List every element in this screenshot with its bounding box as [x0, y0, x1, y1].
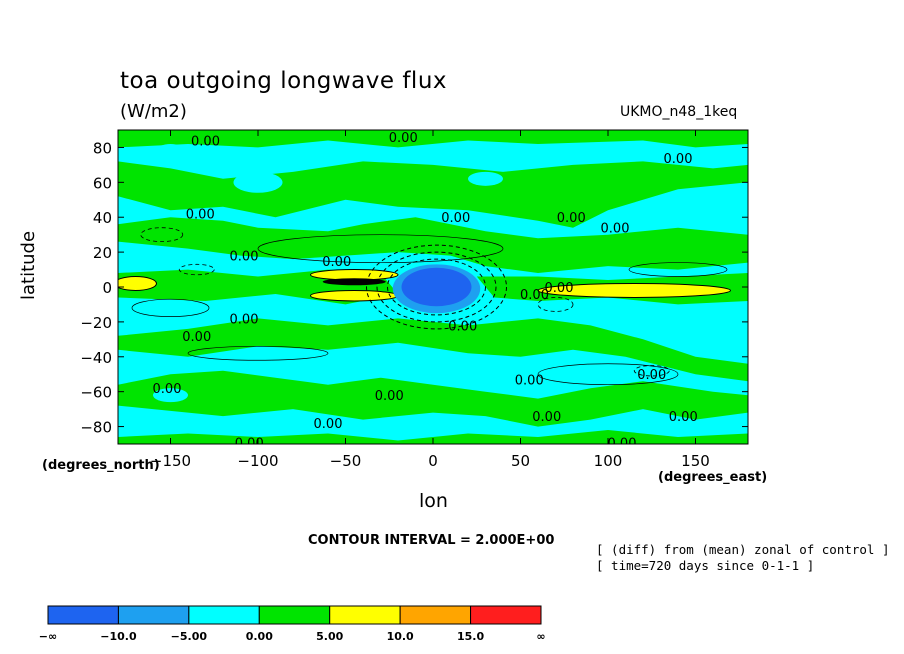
colorbar-label: 0.00	[246, 630, 273, 643]
contour-label: 0.00	[375, 389, 404, 404]
contour-label: 0.00	[557, 211, 586, 226]
high-band	[310, 289, 399, 302]
field-group: 0.00 0.00 0.00 0.00 0.00 0.00 0.00 0.00 0.00 0.00…	[118, 130, 748, 451]
x-tick-label: 100	[594, 452, 623, 470]
x-tick-label: −50	[330, 452, 362, 470]
y-axis-label: latitude	[18, 230, 39, 300]
colorbar-label: −10.0	[100, 630, 137, 643]
colorbar-label: 15.0	[457, 630, 484, 643]
contour-label: 0.00	[191, 134, 220, 149]
low-anomaly-core	[401, 267, 472, 307]
contour-label: 0.00	[182, 330, 211, 345]
colorbar-label: 5.00	[316, 630, 343, 643]
high-band	[118, 276, 157, 291]
contour-label: 0.00	[520, 288, 549, 303]
positive-region	[118, 318, 748, 382]
x-tick-label: 50	[511, 452, 530, 470]
x-tick-label: −150	[150, 452, 191, 470]
chart-title: toa outgoing longwave flux	[120, 68, 448, 94]
x-tick-label: 150	[681, 452, 710, 470]
positive-region	[118, 217, 748, 273]
positive-region	[118, 130, 748, 148]
negative-contour	[178, 263, 215, 276]
contour-label: 0.00	[515, 373, 544, 388]
colorbar-swatch	[399, 605, 472, 625]
contour-label: 0.00	[664, 152, 693, 167]
y-tick-label: 40	[93, 209, 112, 227]
colorbar-label: −∞	[39, 630, 57, 643]
note-diff: [ (diff) from (mean) zonal of control ]	[596, 542, 890, 557]
contour-label: 0.00	[389, 131, 418, 146]
negative-pocket	[468, 171, 503, 186]
y-tick-label: 0	[102, 279, 112, 297]
colorbar-swatch	[117, 605, 190, 625]
dense-contour	[322, 278, 386, 286]
contour-label: 0.00	[153, 382, 182, 397]
contour-label: 0.00	[314, 417, 343, 432]
negative-contour	[376, 251, 497, 323]
contour-label: 0.00	[322, 255, 351, 270]
contour-label: 0.00	[441, 211, 470, 226]
contour-line	[187, 345, 329, 361]
contour-line	[537, 363, 679, 386]
contour-label: 0.00	[230, 250, 259, 265]
contour-label: 0.00	[448, 319, 477, 334]
contour-label: 0.00	[637, 368, 666, 383]
colorbar-swatch	[329, 605, 401, 625]
colorbar-swatch	[470, 605, 542, 625]
negative-contour	[140, 227, 184, 243]
y-tick-label: −20	[80, 314, 112, 332]
negative-contour	[537, 297, 574, 312]
chart-units: (W/m2)	[120, 101, 187, 122]
x-axis-unit: (degrees_east)	[658, 470, 768, 485]
positive-region	[118, 430, 748, 444]
negative-contour	[366, 244, 507, 330]
positive-region	[118, 370, 748, 427]
contour-label: 0.00	[601, 222, 630, 237]
contour-label: 0.00	[669, 410, 698, 425]
negative-pocket	[153, 388, 188, 403]
contour-line	[257, 234, 504, 263]
contour-line	[628, 262, 728, 277]
note-time: [ time=720 days since 0-1-1 ]	[596, 558, 815, 573]
contour-line	[131, 298, 210, 318]
colorbar-swatch	[188, 605, 260, 625]
negative-pocket	[233, 171, 283, 193]
contour-label: 0.00	[608, 436, 637, 451]
y-axis-unit: (degrees_north)	[42, 458, 160, 473]
x-tick-label: 0	[428, 452, 438, 470]
y-tick-label: 60	[93, 174, 112, 192]
y-tick-label: 20	[93, 244, 112, 262]
model-label: UKMO_n48_1keq	[620, 104, 738, 120]
contour-label: 0.00	[230, 312, 259, 327]
contour-label: 0.00	[186, 208, 215, 223]
y-tick-label: −80	[80, 419, 112, 437]
colorbar-label: ∞	[536, 630, 545, 643]
contour-label: 0.00	[545, 281, 574, 296]
negative-pocket	[622, 314, 664, 329]
high-band	[537, 283, 731, 298]
negative-pocket	[349, 421, 377, 432]
contour-interval: CONTOUR INTERVAL = 2.000E+00	[308, 533, 555, 548]
colorbar-label: −5.00	[171, 630, 208, 643]
negative-pocket	[156, 143, 185, 158]
x-tick-label: −100	[237, 452, 278, 470]
negative-contour	[633, 365, 670, 377]
x-axis-label: lon	[419, 490, 448, 512]
colorbar-swatch	[258, 605, 331, 625]
contour-label: 0.00	[235, 436, 264, 451]
contour-label: 0.00	[532, 410, 561, 425]
y-tick-label: −40	[80, 349, 112, 367]
negative-contour	[387, 258, 486, 316]
y-tick-label: −60	[80, 384, 112, 402]
colorbar-swatch	[47, 605, 119, 625]
colorbar-label: 10.0	[387, 630, 414, 643]
y-tick-label: 80	[93, 139, 112, 157]
